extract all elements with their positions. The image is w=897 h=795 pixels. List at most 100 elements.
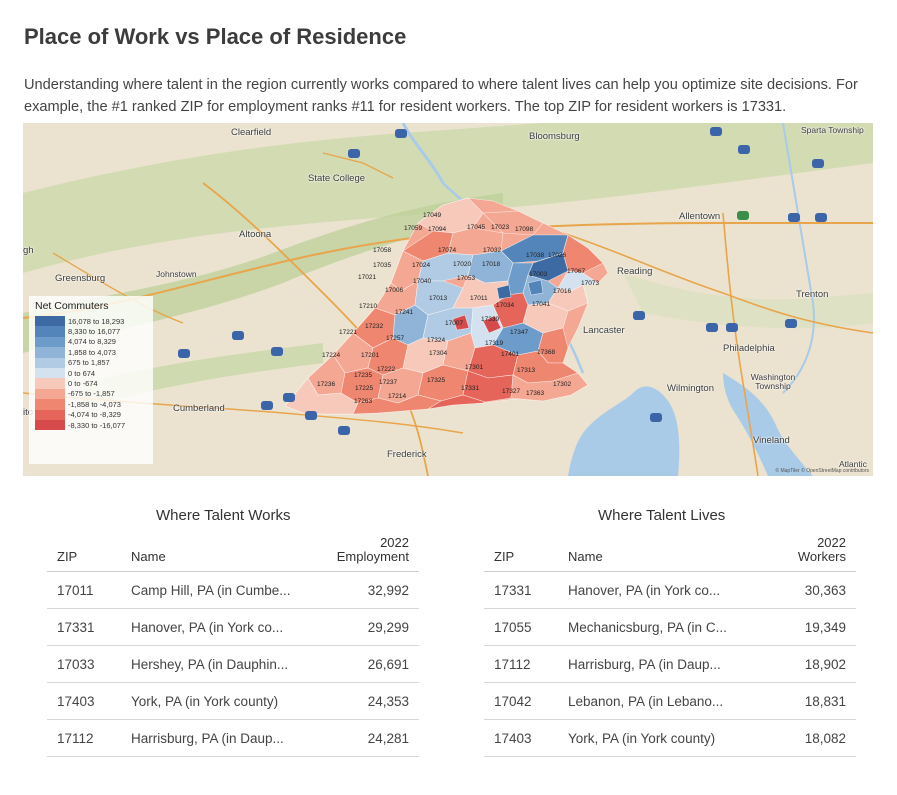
zip-label: 17237 — [379, 379, 398, 386]
city-label: Philadelphia — [723, 343, 775, 354]
zip-label: 17221 — [339, 329, 358, 336]
zip-label: 17339 — [481, 316, 500, 323]
zip-label: 17073 — [581, 280, 600, 287]
legend-label: -675 to -1,857 — [68, 389, 115, 399]
table-header: ZIP Name 2022 Employment — [47, 532, 419, 572]
row-name: Lebanon, PA (in Lebano... — [568, 694, 724, 709]
zip-label: 17301 — [465, 364, 484, 371]
zip-label: 17304 — [429, 350, 448, 357]
zip-label: 17016 — [553, 288, 572, 295]
city-label: Sparta Township — [801, 125, 864, 135]
city-label: Allentown — [679, 211, 721, 222]
row-name: Hanover, PA (in York co... — [568, 583, 721, 598]
highway-shield-icon — [737, 211, 749, 220]
row-value: 26,691 — [367, 657, 409, 672]
legend-swatch — [35, 336, 65, 348]
row-name: Camp Hill, PA (in Cumbe... — [131, 583, 291, 598]
zip-label: 17032 — [483, 247, 502, 254]
legend-label: 1,858 to 4,073 — [68, 347, 116, 357]
city-label: Wilmington — [667, 383, 714, 394]
choropleth-region — [284, 197, 609, 415]
row-zip: 17055 — [494, 620, 532, 635]
zip-label: 17003 — [529, 271, 548, 278]
row-value: 18,082 — [804, 731, 846, 746]
table-row[interactable]: 17033 Hershey, PA (in Dauphin... 26,691 — [47, 646, 419, 683]
row-zip: 17331 — [57, 620, 95, 635]
col-metric: Workers — [797, 549, 846, 564]
zip-label: 17319 — [485, 340, 504, 347]
table-row[interactable]: 17042 Lebanon, PA (in Lebano... 18,831 — [484, 683, 856, 720]
row-value: 18,831 — [804, 694, 846, 709]
col-name[interactable]: Name — [131, 549, 166, 564]
zip-label: 17035 — [373, 262, 392, 269]
table-row[interactable]: 17403 York, PA (in York county) 24,353 — [47, 683, 419, 720]
zip-label: 17011 — [470, 295, 488, 302]
col-name[interactable]: Name — [568, 549, 603, 564]
table-row[interactable]: 17331 Hanover, PA (in York co... 29,299 — [47, 609, 419, 646]
zip-label: 17098 — [515, 226, 534, 233]
map-legend: Net Commuters 16,078 to 18,293 8,330 to 1… — [29, 296, 153, 464]
table-row[interactable]: 17112 Harrisburg, PA (in Daup... 24,281 — [47, 720, 419, 757]
table-row[interactable]: 17331 Hanover, PA (in York co... 30,363 — [484, 572, 856, 609]
table-row[interactable]: 17011 Camp Hill, PA (in Cumbe... 32,992 — [47, 572, 419, 609]
table-header: ZIP Name 2022 Workers — [484, 532, 856, 572]
city-label: Frederick — [387, 449, 427, 460]
legend-item: -4,074 to -8,329 — [35, 409, 147, 420]
col-employment[interactable]: 2022 Employment — [337, 536, 409, 564]
highway-shield-icon — [650, 413, 662, 422]
zip-label: 17045 — [467, 224, 486, 231]
highway-shield-icon — [710, 127, 722, 136]
highway-shield-icon — [815, 213, 827, 222]
commute-map[interactable]: Clearfield Bloomsburg Sparta Township St… — [23, 123, 873, 476]
zip-label: 17257 — [386, 335, 405, 342]
city-label: ito — [23, 407, 33, 418]
col-year: 2022 — [817, 535, 846, 550]
zip-label: 17024 — [412, 262, 431, 269]
zip-label: 17214 — [388, 393, 407, 400]
row-value: 32,992 — [367, 583, 409, 598]
highway-shield-icon — [633, 311, 645, 320]
city-label: Vineland — [753, 435, 790, 446]
legend-item: -675 to -1,857 — [35, 388, 147, 400]
row-name: York, PA (in York county) — [568, 731, 716, 746]
legend-swatch — [35, 409, 65, 420]
col-zip[interactable]: ZIP — [494, 549, 515, 564]
map-attribution[interactable]: © MapTiler © OpenStreetMap contributors — [775, 468, 869, 474]
col-year: 2022 — [380, 535, 409, 550]
city-label: gh — [23, 245, 34, 256]
row-zip: 17403 — [494, 731, 532, 746]
city-label: Lancaster — [583, 325, 625, 336]
city-label: Clearfield — [231, 127, 272, 138]
works-table: ZIP Name 2022 Employment 17011 Camp Hill, … — [47, 532, 419, 757]
page-title: Place of Work vs Place of Residence — [24, 24, 407, 49]
legend-item: 16,078 to 18,293 — [35, 316, 147, 327]
col-metric: Employment — [336, 549, 409, 564]
city-label: Johnstown — [156, 269, 197, 279]
zip-label: 17040 — [413, 278, 432, 285]
table-row[interactable]: 17112 Harrisburg, PA (in Daup... 18,902 — [484, 646, 856, 683]
legend-label: -4,074 to -8,329 — [68, 410, 121, 420]
city-label: Cumberland — [173, 403, 225, 414]
legend-item: 675 to 1,857 — [35, 357, 147, 368]
zip-label: 17023 — [491, 224, 510, 231]
legend-item: 1,858 to 4,073 — [35, 347, 147, 358]
zip-label: 17041 — [532, 301, 551, 308]
city-label: Atlantic — [839, 459, 867, 469]
highway-shield-icon — [338, 426, 350, 435]
highway-shield-icon — [271, 347, 283, 356]
col-zip[interactable]: ZIP — [57, 549, 78, 564]
col-workers[interactable]: 2022 Workers — [798, 536, 846, 564]
legend-label: 4,074 to 8,329 — [68, 337, 116, 347]
zip-label: 17021 — [358, 274, 377, 281]
row-name: Harrisburg, PA (in Daup... — [131, 731, 284, 746]
table-row[interactable]: 17403 York, PA (in York county) 18,082 — [484, 720, 856, 757]
legend-label: 675 to 1,857 — [68, 358, 110, 368]
zip-label: 17020 — [453, 261, 472, 268]
row-value: 24,281 — [367, 731, 409, 746]
legend-title: Net Commuters — [35, 300, 109, 312]
zip-label: 17325 — [427, 377, 446, 384]
row-name: Hershey, PA (in Dauphin... — [131, 657, 289, 672]
highway-shield-icon — [395, 129, 407, 138]
table-row[interactable]: 17055 Mechanicsburg, PA (in C... 19,349 — [484, 609, 856, 646]
highway-shield-icon — [785, 319, 797, 328]
